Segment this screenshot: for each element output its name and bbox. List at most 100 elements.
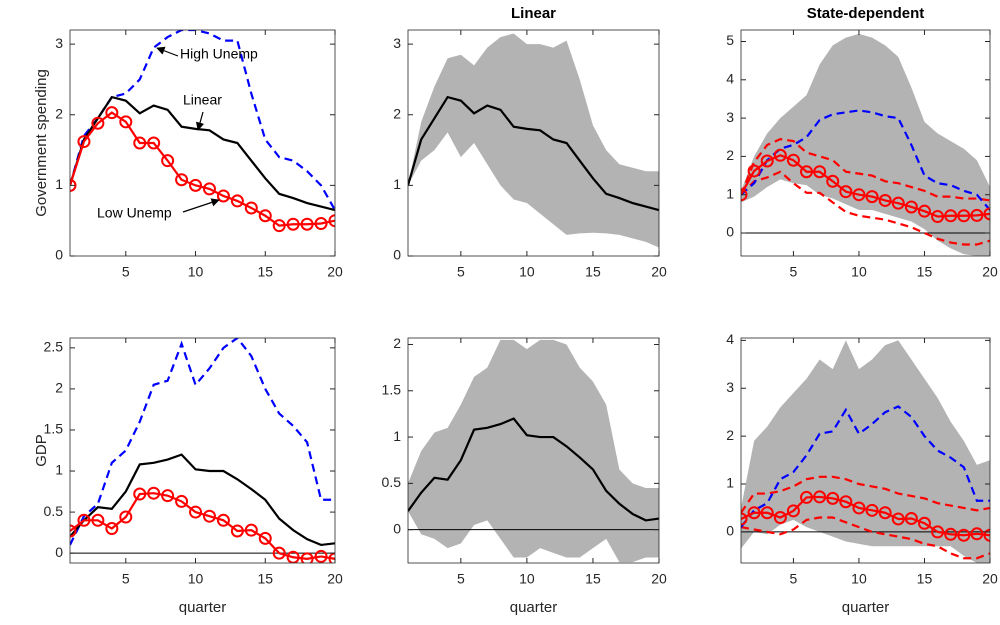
confidence-band xyxy=(741,340,990,563)
y-tick-label: 1 xyxy=(393,428,401,444)
x-axis-label: quarter xyxy=(179,599,227,616)
series-marker xyxy=(286,217,300,231)
series-marker xyxy=(917,204,931,218)
series-marker xyxy=(314,217,328,231)
y-axis-label: Government spending xyxy=(33,69,50,217)
panel-title: State-dependent xyxy=(807,5,925,22)
y-tick-label: 4 xyxy=(726,331,734,347)
series-marker xyxy=(747,164,761,178)
series-line xyxy=(70,30,335,211)
series-marker xyxy=(216,189,230,203)
plot-area xyxy=(741,33,990,256)
series-line xyxy=(408,417,659,522)
series-marker xyxy=(760,506,774,520)
series-marker xyxy=(258,531,272,545)
series-marker xyxy=(189,178,203,192)
axes-box xyxy=(407,337,660,564)
series-marker xyxy=(904,200,918,214)
series-marker xyxy=(865,503,879,517)
y-tick-label: 2.5 xyxy=(44,339,64,355)
annotation: Low Unemp xyxy=(97,205,172,221)
y-tick-label: 1 xyxy=(393,176,401,192)
series-marker xyxy=(272,219,286,233)
series-line xyxy=(741,495,990,537)
series-marker xyxy=(175,173,189,187)
series-marker xyxy=(957,209,971,223)
series-marker xyxy=(230,524,244,538)
y-tick-label: 1 xyxy=(726,475,734,491)
series-marker xyxy=(800,490,814,504)
y-tick-label: 2 xyxy=(726,427,734,443)
y-tick-label: 3 xyxy=(55,35,63,51)
series-marker xyxy=(77,135,91,149)
series-line xyxy=(741,516,990,560)
y-tick-label: 1 xyxy=(726,185,734,201)
y-tick-label: 1.5 xyxy=(382,381,402,397)
annotation-arrow xyxy=(195,111,205,131)
series-marker xyxy=(813,165,827,179)
x-tick-label: 20 xyxy=(982,264,998,280)
y-tick-label: 0 xyxy=(393,520,401,536)
x-tick-label: 15 xyxy=(917,571,933,587)
series-marker xyxy=(891,512,905,526)
series-marker xyxy=(931,210,945,224)
annotation: Linear xyxy=(183,92,222,108)
x-tick-label: 20 xyxy=(327,264,343,280)
series-marker xyxy=(878,193,892,207)
x-tick-label: 10 xyxy=(851,571,867,587)
series-marker xyxy=(891,196,905,210)
series-line xyxy=(70,111,335,227)
series-marker xyxy=(852,501,866,515)
series-marker xyxy=(917,516,931,530)
x-tick-label: 20 xyxy=(327,571,343,587)
series-marker xyxy=(119,510,133,524)
series-marker xyxy=(741,512,748,526)
series-line xyxy=(408,95,659,212)
x-tick-label: 5 xyxy=(790,571,798,587)
axes-box xyxy=(69,337,336,564)
series-marker xyxy=(839,185,853,199)
y-tick-label: 1 xyxy=(55,462,63,478)
x-tick-label: 15 xyxy=(585,264,601,280)
series-marker xyxy=(957,528,971,542)
y-tick-label: 2 xyxy=(55,105,63,121)
series-marker xyxy=(970,208,984,222)
series-line xyxy=(70,338,335,546)
series-marker xyxy=(813,490,827,504)
y-tick-label: 0 xyxy=(55,544,63,560)
series-line xyxy=(741,154,990,218)
axes-box xyxy=(740,29,991,257)
y-tick-label: 3 xyxy=(726,109,734,125)
series-marker xyxy=(70,178,77,192)
series-marker xyxy=(747,506,761,520)
series-marker xyxy=(944,527,958,541)
x-tick-label: 5 xyxy=(790,264,798,280)
series-marker xyxy=(244,201,258,215)
y-tick-label: 0 xyxy=(726,523,734,539)
x-tick-label: 15 xyxy=(585,571,601,587)
annotation: High Unemp xyxy=(180,46,258,62)
y-tick-label: 2 xyxy=(393,105,401,121)
series-marker xyxy=(133,136,147,150)
x-tick-label: 5 xyxy=(122,264,130,280)
series-marker xyxy=(328,552,335,563)
series-marker xyxy=(944,209,958,223)
series-marker xyxy=(91,513,105,527)
confidence-band xyxy=(741,33,990,256)
series-marker xyxy=(983,528,990,542)
series-marker xyxy=(800,165,814,179)
x-tick-label: 20 xyxy=(982,571,998,587)
x-tick-label: 10 xyxy=(519,571,535,587)
series-marker xyxy=(258,209,272,223)
y-axis-label: GDP xyxy=(33,434,50,467)
y-tick-label: 0 xyxy=(55,247,63,263)
confidence-band xyxy=(408,339,659,563)
x-tick-label: 20 xyxy=(651,264,667,280)
series-marker xyxy=(105,106,119,120)
series-marker xyxy=(161,489,175,503)
series-marker xyxy=(983,207,990,221)
series-line xyxy=(70,492,335,561)
axes-box xyxy=(69,29,336,257)
